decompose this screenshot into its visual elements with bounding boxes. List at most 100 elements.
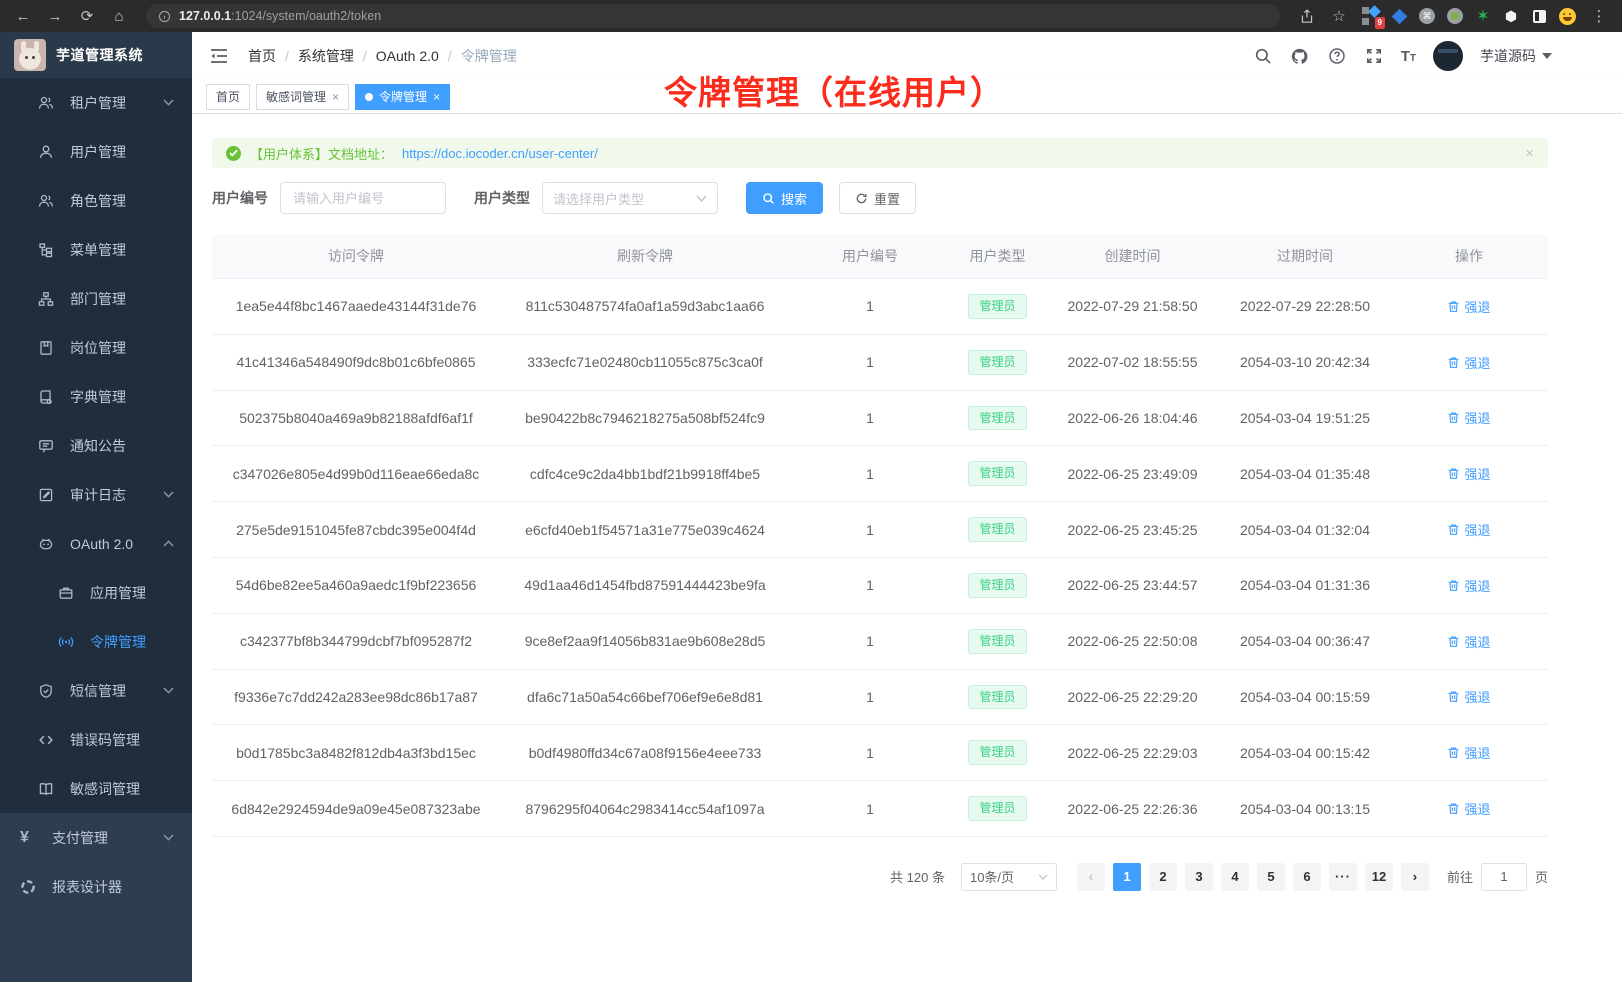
alert-close-icon[interactable]: ×	[1525, 144, 1534, 162]
page-ellipsis[interactable]: ···	[1328, 862, 1357, 891]
tag-tab-3[interactable]: 令牌管理 ×	[355, 83, 451, 110]
record-extension-icon[interactable]	[1446, 7, 1464, 25]
sidebar-item-code[interactable]: 错误码管理	[0, 715, 192, 764]
search-button[interactable]: 搜索	[746, 182, 824, 214]
force-logout-label: 强退	[1464, 467, 1491, 483]
column-header: 用户类型	[950, 234, 1045, 279]
open-book-icon	[38, 781, 54, 797]
reset-button[interactable]: 重置	[839, 182, 917, 214]
page-size-select[interactable]: 10条/页	[960, 862, 1057, 891]
sidebar-item-role[interactable]: 角色管理	[0, 176, 192, 225]
actions-cell: 强退	[1390, 724, 1548, 782]
sidebar-item-sms-shield[interactable]: 短信管理	[0, 666, 192, 715]
page-button-1[interactable]: 1	[1112, 862, 1141, 891]
puzzle-extensions-icon[interactable]: ⬢	[1504, 7, 1518, 24]
github-icon[interactable]	[1290, 46, 1310, 66]
force-logout-button[interactable]: 强退	[1447, 520, 1491, 539]
force-logout-button[interactable]: 强退	[1447, 687, 1491, 706]
tab-close-icon[interactable]: ×	[332, 89, 340, 104]
tab-close-icon[interactable]: ×	[433, 89, 441, 104]
table-header-row: 访问令牌 刷新令牌 用户编号 用户类型 创建时间 过期时间 操作	[212, 234, 1548, 279]
bookmark-star-icon[interactable]: ☆	[1332, 8, 1346, 25]
sidebar-item-menu-tree[interactable]: 菜单管理	[0, 225, 192, 274]
oauth-icon	[38, 536, 54, 552]
user-menu[interactable]: 芋道源码	[1480, 46, 1552, 66]
sidebar-item-tenant[interactable]: 租户管理	[0, 78, 192, 127]
expire-time-cell: 2054-03-04 01:31:36	[1220, 557, 1390, 614]
sidebar-item-app[interactable]: 应用管理	[0, 568, 192, 617]
star-extension-icon[interactable]: ✶	[1476, 8, 1490, 25]
help-icon[interactable]	[1327, 46, 1347, 66]
sidebar-item-report[interactable]: 报表设计器	[0, 862, 192, 911]
page-button-3[interactable]: 3	[1184, 862, 1213, 891]
access-token-cell: 41c41346a548490f9dc8b01c6bfe0865	[212, 334, 500, 391]
sidebar-item-audit[interactable]: 审计日志	[0, 470, 192, 519]
force-logout-button[interactable]: 强退	[1447, 576, 1491, 595]
sidebar-item-token[interactable]: 令牌管理	[0, 617, 192, 666]
search-icon[interactable]	[1253, 46, 1273, 66]
page-button-2[interactable]: 2	[1148, 862, 1177, 891]
page-button-12[interactable]: 12	[1364, 862, 1393, 891]
breadcrumb-item[interactable]: 首页	[248, 48, 276, 64]
prev-page-button[interactable]: ‹	[1076, 862, 1105, 891]
page-button-5[interactable]: 5	[1256, 862, 1285, 891]
browser-menu-icon[interactable]: ⋮	[1591, 8, 1607, 25]
gem-extension-icon[interactable]	[1390, 7, 1408, 25]
browser-reload-icon[interactable]: ⟳	[80, 8, 94, 25]
browser-home-icon[interactable]: ⌂	[114, 7, 124, 25]
sidebar-item-dept[interactable]: 部门管理	[0, 274, 192, 323]
force-logout-button[interactable]: 强退	[1447, 743, 1491, 762]
address-bar[interactable]: 127.0.0.1:1024/system/oauth2/token	[146, 4, 1280, 28]
sidebar-item-open-book[interactable]: 敏感词管理	[0, 764, 192, 813]
goto-page-input[interactable]	[1480, 862, 1527, 891]
circle-extension-icon[interactable]: ⌘	[1418, 7, 1436, 25]
font-size-icon[interactable]: TT	[1400, 47, 1416, 65]
tag-tab-2[interactable]: 敏感词管理 ×	[256, 83, 350, 110]
sidebar-item-user[interactable]: 用户管理	[0, 127, 192, 176]
collapse-sidebar-icon[interactable]	[208, 45, 230, 67]
force-logout-button[interactable]: 强退	[1447, 297, 1491, 316]
browser-forward-icon[interactable]: →	[47, 7, 63, 25]
sidebar-item-notice[interactable]: 通知公告	[0, 421, 192, 470]
navbar-right: TT 芋道源码	[1253, 41, 1552, 71]
sidebar-item-post[interactable]: 岗位管理	[0, 323, 192, 372]
sidebar-item-yen[interactable]: ¥ 支付管理	[0, 813, 192, 862]
profile-avatar-icon[interactable]	[1558, 7, 1576, 25]
breadcrumb-item[interactable]: OAuth 2.0	[375, 48, 439, 64]
force-logout-button[interactable]: 强退	[1447, 799, 1491, 818]
expire-time-cell: 2054-03-10 20:42:34	[1220, 334, 1390, 391]
sidebar-item-dict[interactable]: 字典管理	[0, 372, 192, 421]
sidebar: 芋道管理系统 租户管理 用户管理 角色管理 菜单管理 部门管理 岗位管理 字典管理 通知公告审…	[0, 32, 192, 982]
tag-tab-1[interactable]: 首页	[206, 83, 251, 110]
force-logout-button[interactable]: 强退	[1447, 408, 1491, 427]
fullscreen-icon[interactable]	[1364, 46, 1384, 66]
refresh-token-cell: e6cfd40eb1f54571a31e775e039c4624	[500, 501, 790, 558]
app-logo-row[interactable]: 芋道管理系统	[0, 32, 192, 78]
next-page-button[interactable]: ›	[1400, 862, 1429, 891]
notice-icon	[38, 438, 54, 454]
force-logout-button[interactable]: 强退	[1447, 632, 1491, 651]
sidebar-item-label: 敏感词管理	[70, 780, 140, 797]
page-button-6[interactable]: 6	[1292, 862, 1321, 891]
sidebar-item-oauth[interactable]: OAuth 2.0	[0, 519, 192, 568]
user-type-select[interactable]: 请选择用户类型	[542, 182, 718, 214]
grid-extension-icon[interactable]: 9	[1362, 5, 1385, 29]
actions-cell: 强退	[1390, 334, 1548, 391]
user-avatar[interactable]	[1433, 41, 1463, 71]
actions-cell: 强退	[1390, 445, 1548, 503]
site-info-icon[interactable]	[158, 10, 171, 23]
token-table: 访问令牌 刷新令牌 用户编号 用户类型 创建时间 过期时间 操作 1ea5e44f8bc14…	[212, 234, 1548, 837]
sidebar-item-label: 支付管理	[52, 829, 108, 846]
actions-cell: 强退	[1390, 613, 1548, 670]
trash-icon	[1447, 579, 1460, 592]
user-id-input[interactable]	[280, 182, 446, 214]
breadcrumb-item[interactable]: 系统管理	[297, 48, 354, 64]
page-button-4[interactable]: 4	[1220, 862, 1249, 891]
force-logout-button[interactable]: 强退	[1447, 353, 1491, 372]
share-icon[interactable]	[1294, 4, 1320, 28]
force-logout-button[interactable]: 强退	[1447, 464, 1491, 483]
expire-time-cell: 2054-03-04 19:51:25	[1220, 390, 1390, 447]
browser-back-icon[interactable]: ←	[15, 7, 31, 25]
doc-link[interactable]: https://doc.iocoder.cn/user-center/	[402, 145, 598, 161]
side-panel-icon[interactable]	[1530, 7, 1548, 25]
